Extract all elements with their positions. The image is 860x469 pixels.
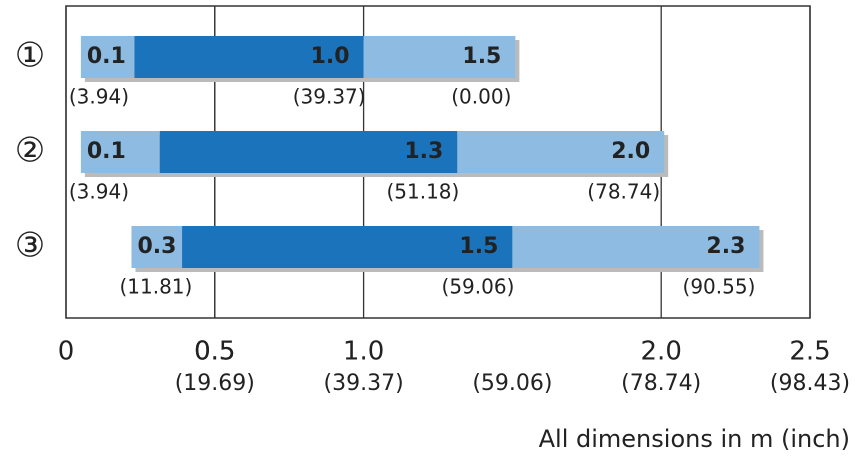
inch-label: (39.37) — [293, 85, 366, 109]
x-tick-sublabel: (98.43) — [770, 371, 850, 396]
units-note: All dimensions in m (inch) — [539, 425, 850, 453]
row-label: ② — [15, 131, 45, 171]
inch-label: (78.74) — [587, 180, 660, 204]
inch-label: (90.55) — [683, 275, 756, 299]
bar-segment — [134, 36, 364, 78]
inch-label: (0.00) — [451, 85, 511, 109]
row-label: ③ — [15, 226, 45, 266]
bar-segment — [182, 226, 513, 268]
bar-segment — [80, 36, 135, 78]
value-label: 2.3 — [706, 234, 745, 259]
bar-segment — [512, 226, 760, 268]
bar-segment — [80, 131, 160, 173]
x-tick-label: 0.5 — [194, 337, 235, 367]
bar-segment — [131, 226, 183, 268]
inch-label: (3.94) — [69, 180, 129, 204]
x-tick-sublabel: (39.37) — [324, 371, 404, 396]
x-tick-label: 2.5 — [789, 337, 830, 367]
bar-segment — [363, 36, 516, 78]
value-label: 0.3 — [137, 234, 176, 259]
x-tick-label: 0 — [58, 337, 75, 367]
value-label: 2.0 — [611, 139, 650, 164]
x-tick-label: 0.5 — [194, 337, 235, 367]
row-label: ① — [15, 36, 45, 76]
value-label: 1.5 — [462, 44, 501, 69]
bar-segment — [159, 131, 458, 173]
x-tick-sublabel: (78.74) — [621, 371, 701, 396]
bar-segment — [457, 131, 665, 173]
x-tick-sublabel: (19.69) — [175, 371, 255, 396]
inch-label: (51.18) — [386, 180, 459, 204]
x-tick-sublabel: (59.06) — [472, 371, 552, 396]
inch-label: (3.94) — [69, 85, 129, 109]
plot-frame — [65, 5, 811, 319]
value-label: 0.1 — [87, 139, 126, 164]
inch-label: (59.06) — [442, 275, 515, 299]
x-tick-label: 1.0 — [343, 337, 384, 367]
value-label: 0.1 — [87, 44, 126, 69]
value-label: 1.3 — [404, 139, 443, 164]
inch-label: (11.81) — [119, 275, 192, 299]
value-label: 1.0 — [311, 44, 350, 69]
x-tick-label: 2.0 — [641, 337, 682, 367]
value-label: 1.5 — [459, 234, 498, 259]
